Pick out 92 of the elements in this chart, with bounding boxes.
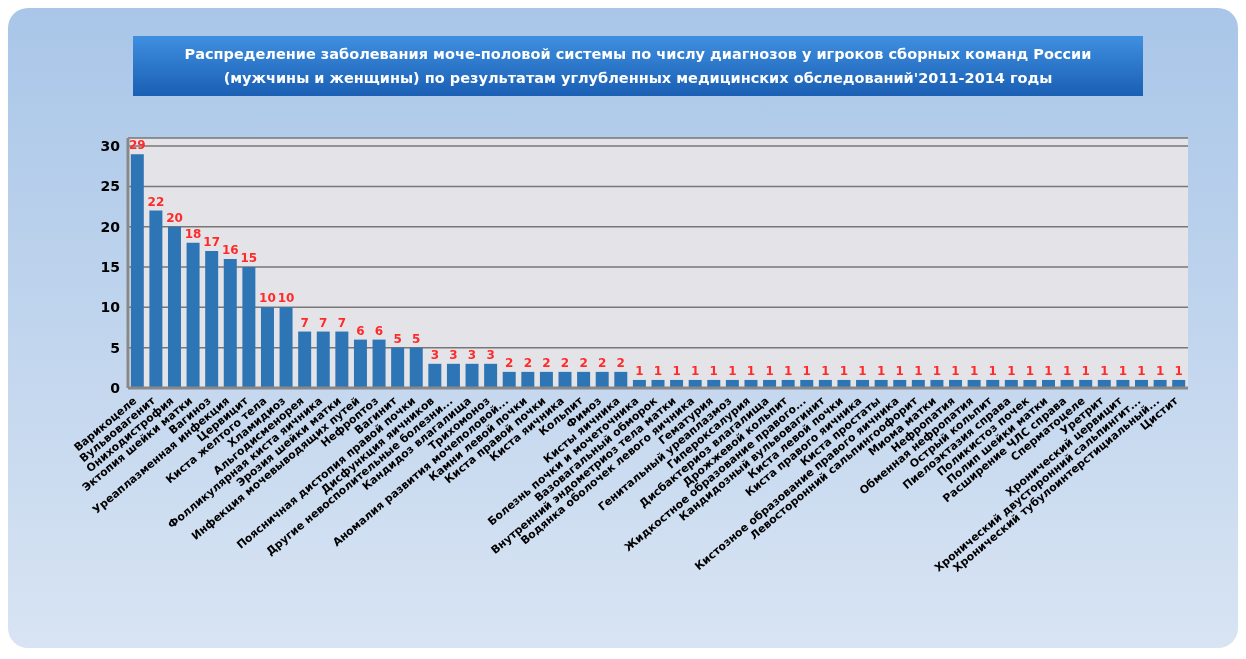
data-label: 17 (203, 234, 221, 249)
bar (539, 371, 553, 388)
bar (205, 250, 219, 388)
bar (298, 331, 312, 388)
data-label: 1 (691, 363, 700, 378)
data-label: 1 (672, 363, 681, 378)
y-tick-label: 15 (100, 259, 120, 275)
data-label: 1 (951, 363, 960, 378)
data-label: 7 (319, 315, 328, 330)
data-label: 1 (1137, 363, 1146, 378)
data-label: 3 (486, 347, 495, 362)
data-label: 2 (616, 355, 625, 370)
data-label: 1 (1025, 363, 1035, 378)
data-label: 2 (560, 355, 570, 370)
y-tick-label: 0 (110, 379, 121, 396)
data-label: 3 (449, 347, 458, 362)
data-label: 1 (876, 363, 886, 378)
bar (223, 258, 237, 388)
data-label: 3 (467, 347, 477, 362)
bar (242, 267, 256, 388)
data-label: 1 (635, 363, 644, 378)
data-label: 1 (914, 363, 923, 378)
bar (316, 331, 330, 388)
data-label: 10 (277, 291, 295, 306)
data-label: 1 (709, 363, 718, 378)
data-label: 22 (147, 194, 165, 209)
bar (186, 242, 200, 388)
bar (614, 371, 628, 388)
bar (502, 371, 516, 388)
data-label: 5 (412, 331, 421, 346)
data-label: 1 (1155, 363, 1165, 378)
data-label: 16 (221, 242, 239, 257)
y-tick-label: 30 (100, 138, 121, 155)
bar (577, 371, 591, 388)
data-label: 1 (858, 363, 867, 378)
data-label: 2 (523, 355, 532, 370)
bar (521, 371, 535, 388)
y-tick-label: 20 (100, 218, 121, 235)
data-label: 1 (1044, 363, 1053, 378)
data-label: 18 (184, 226, 202, 241)
data-label: 20 (166, 210, 183, 225)
data-label: 6 (374, 323, 384, 338)
chart-title: Распределение заболевания моче-половой системы по числу диагнозов у игроков сборных команд России (мужчины и женщины) по результатам углубленных медицинских обследований'2011-2014 годы (133, 36, 1143, 96)
bar (446, 363, 460, 388)
bar (260, 307, 274, 388)
bar (335, 331, 349, 388)
data-label: 1 (1118, 363, 1128, 378)
data-label: 2 (598, 355, 607, 370)
data-label: 1 (783, 363, 793, 378)
data-label: 2 (579, 355, 588, 370)
bar (409, 347, 423, 388)
data-label: 1 (653, 363, 663, 378)
data-label: 5 (393, 331, 402, 346)
bar (558, 371, 572, 388)
data-label: 6 (356, 323, 365, 338)
bar (372, 339, 386, 388)
y-tick-label: 5 (110, 339, 120, 356)
data-label: 1 (728, 363, 737, 378)
data-label: 2 (505, 355, 514, 370)
y-tick-label: 10 (100, 299, 121, 316)
data-label: 1 (802, 363, 811, 378)
data-label: 29 (128, 138, 146, 153)
data-label: 1 (988, 363, 997, 378)
data-label: 1 (1081, 363, 1090, 378)
data-label: 7 (337, 315, 347, 330)
bar (149, 210, 163, 388)
data-label: 1 (1100, 363, 1109, 378)
bar (465, 363, 479, 388)
data-label: 3 (430, 347, 440, 362)
bar (428, 363, 442, 388)
bar (167, 226, 181, 388)
bar (484, 363, 498, 388)
data-label: 1 (765, 363, 774, 378)
data-label: 1 (821, 363, 830, 378)
bar (595, 371, 609, 388)
data-label: 1 (932, 363, 942, 378)
data-label: 1 (1007, 363, 1016, 378)
data-label: 1 (1062, 363, 1072, 378)
data-label: 1 (969, 363, 979, 378)
data-label: 15 (240, 251, 258, 266)
data-label: 1 (1174, 363, 1183, 378)
y-tick-label: 25 (100, 178, 120, 195)
bar (279, 307, 293, 388)
data-label: 1 (746, 363, 756, 378)
data-label: 2 (542, 355, 551, 370)
data-label: 7 (300, 315, 309, 330)
data-label: 1 (839, 363, 849, 378)
bar (130, 154, 144, 388)
data-label: 10 (259, 291, 276, 306)
data-label: 1 (895, 363, 904, 378)
bar (391, 347, 405, 388)
bar (353, 339, 367, 388)
